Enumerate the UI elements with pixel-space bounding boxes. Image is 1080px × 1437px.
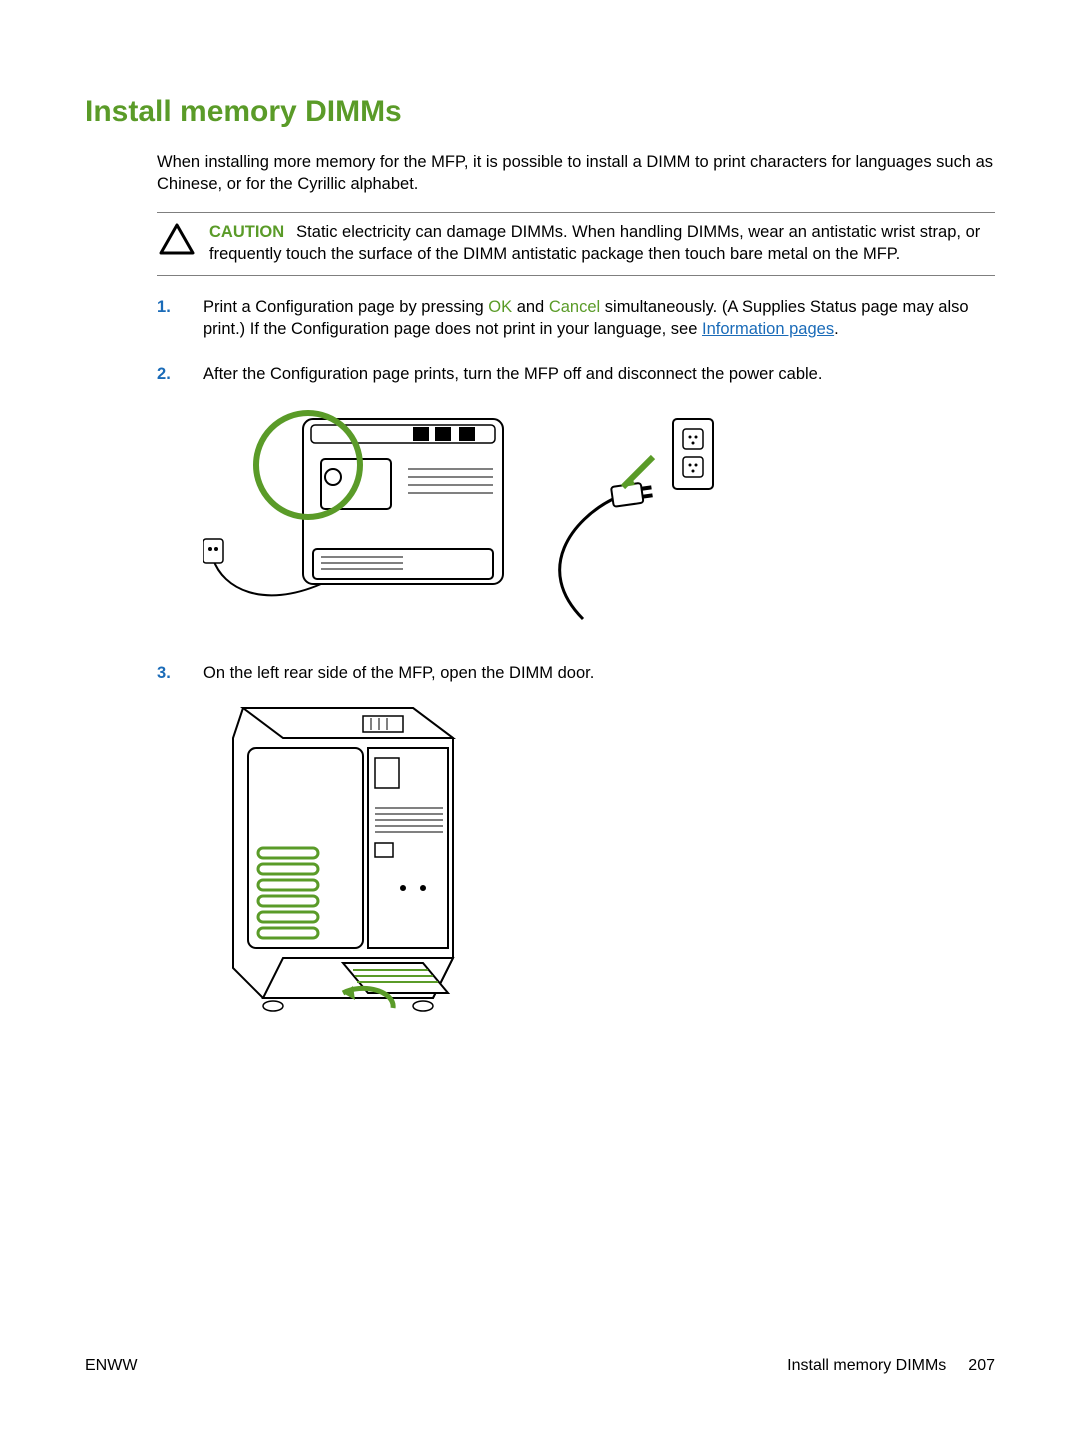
figure-dimm-door [203,698,995,1034]
step1-cancel: Cancel [549,298,600,316]
intro-paragraph: When installing more memory for the MFP,… [157,151,995,196]
caution-label: CAUTION [209,223,284,241]
step1-mid1: and [512,298,549,316]
step1-ok: OK [488,298,512,316]
footer-page-number: 207 [968,1357,995,1375]
step3-text: On the left rear side of the MFP, open t… [203,664,594,682]
step1-post: . [834,320,839,338]
step1-pre: Print a Configuration page by pressing [203,298,488,316]
caution-icon [157,221,197,255]
caution-box: CAUTIONStatic electricity can damage DIM… [157,212,995,277]
footer-left: ENWW [85,1357,137,1375]
footer-section-title: Install memory DIMMs [787,1357,946,1375]
step-2: After the Configuration page prints, tur… [157,363,995,641]
step-1: Print a Configuration page by pressing O… [157,296,995,341]
page-footer: ENWW Install memory DIMMs 207 [85,1357,995,1375]
caution-text: CAUTIONStatic electricity can damage DIM… [209,221,995,266]
caution-body: Static electricity can damage DIMMs. Whe… [209,223,980,263]
step2-text: After the Configuration page prints, tur… [203,365,822,383]
steps-list: Print a Configuration page by pressing O… [157,296,995,1035]
figure-power-off [203,399,995,640]
step-3: On the left rear side of the MFP, open t… [157,662,995,1035]
information-pages-link[interactable]: Information pages [702,320,834,338]
page-title: Install memory DIMMs [85,95,995,129]
